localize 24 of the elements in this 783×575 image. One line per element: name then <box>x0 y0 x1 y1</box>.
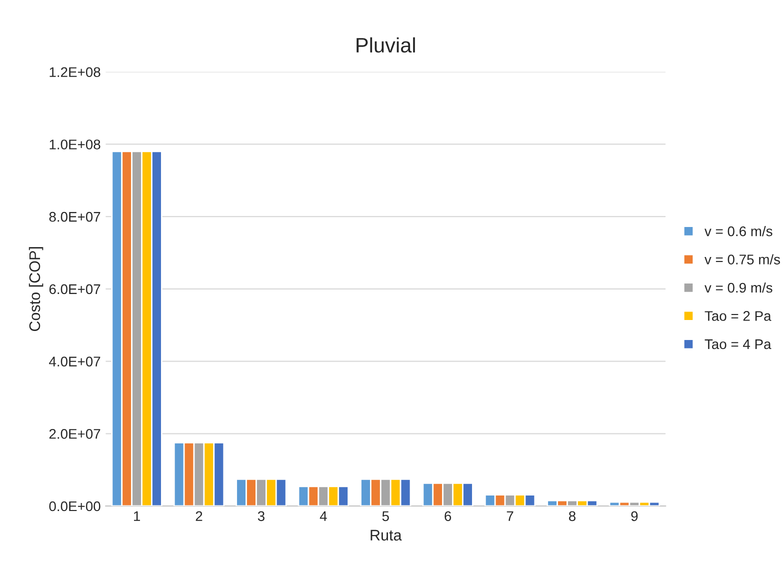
x-tick-label: 1 <box>134 511 140 521</box>
x-tick-label: 4 <box>320 511 327 521</box>
y-axis-title: Costo [COP] <box>28 247 44 332</box>
legend-label: Tao = 2 Pa <box>704 311 772 321</box>
y-tick-label: 2.0E+07 <box>49 428 100 439</box>
legend-label: v = 0.9 m/s <box>704 282 772 293</box>
x-tick-label: 7 <box>506 511 514 521</box>
legend-label: v = 0.6 m/s <box>704 226 772 236</box>
x-tick-label: 8 <box>568 511 576 522</box>
legend-label: Tao = 4 Pa <box>704 339 772 350</box>
legend-label: v = 0.75 m/s <box>704 254 780 264</box>
y-tick-label: 6.0E+07 <box>49 284 100 294</box>
x-tick-label: 9 <box>631 511 638 522</box>
y-tick-label: 4.0E+07 <box>49 356 100 366</box>
x-tick-label: 2 <box>196 511 202 521</box>
y-tick-label: 1.0E+08 <box>50 140 100 150</box>
x-tick-label: 5 <box>382 511 389 522</box>
y-tick-label: 8.0E+07 <box>49 212 100 222</box>
x-axis-title: Ruta <box>370 530 402 541</box>
chart-title: Pluvial <box>356 37 415 53</box>
y-tick-label: 0.0E+00 <box>49 501 100 512</box>
y-tick-label: 1.2E+08 <box>50 67 100 78</box>
x-tick-label: 3 <box>258 511 264 522</box>
x-tick-label: 6 <box>444 511 452 522</box>
